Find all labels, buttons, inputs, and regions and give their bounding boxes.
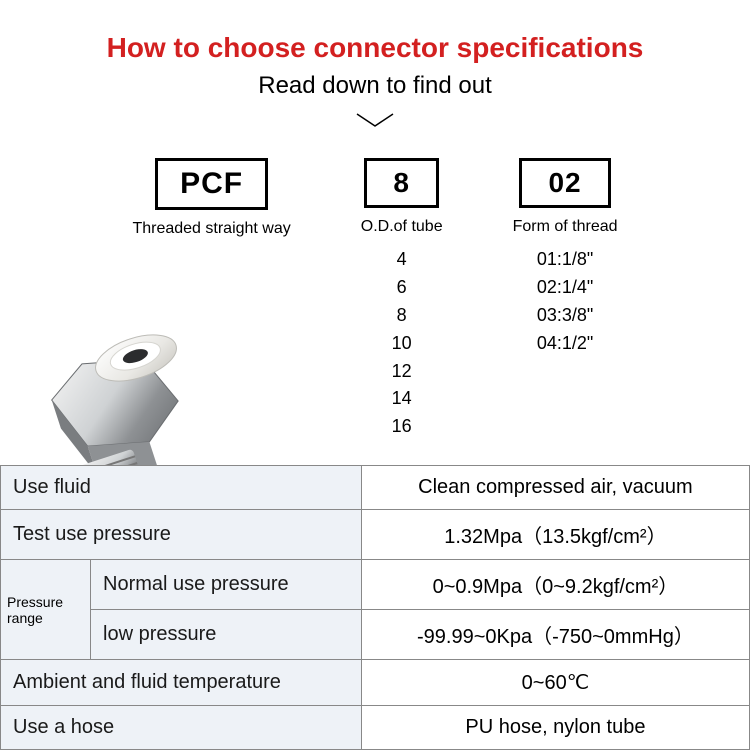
- table-value: -99.99~0Kpa（-750~0mmHg）: [361, 610, 749, 660]
- od-value: 16: [392, 413, 412, 441]
- table-row: Test use pressure 1.32Mpa（13.5kgf/cm²）: [1, 510, 750, 560]
- table-value: 0~0.9Mpa（0~9.2kgf/cm²）: [361, 560, 749, 610]
- spec-col-type: PCF Threaded straight way: [132, 158, 290, 238]
- spec-box-type: PCF: [155, 158, 268, 210]
- table-value: PU hose, nylon tube: [361, 706, 749, 750]
- table-label: Normal use pressure: [91, 560, 362, 610]
- spec-label-thread: Form of thread: [513, 218, 618, 236]
- table-value: 1.32Mpa（13.5kgf/cm²）: [361, 510, 749, 560]
- od-value: 14: [392, 385, 412, 413]
- spec-box-od: 8: [364, 158, 439, 208]
- table-row: Pressure range Normal use pressure 0~0.9…: [1, 560, 750, 610]
- table-value: 0~60℃: [361, 660, 749, 706]
- table-label: Use a hose: [1, 706, 362, 750]
- od-value: 8: [392, 302, 412, 330]
- od-value: 10: [392, 330, 412, 358]
- table-row: Use fluid Clean compressed air, vacuum: [1, 466, 750, 510]
- spec-col-od: 8 O.D.of tube 46810121416: [361, 158, 443, 441]
- table-label: low pressure: [91, 610, 362, 660]
- header: How to choose connector specifications R…: [0, 0, 750, 130]
- table-value: Clean compressed air, vacuum: [361, 466, 749, 510]
- thread-value: 01:1/8": [537, 246, 593, 274]
- table-row: Ambient and fluid temperature 0~60℃: [1, 660, 750, 706]
- od-value: 4: [392, 246, 412, 274]
- table-row: Use a hose PU hose, nylon tube: [1, 706, 750, 750]
- page-title: How to choose connector specifications: [0, 32, 750, 64]
- table-label: Ambient and fluid temperature: [1, 660, 362, 706]
- spec-col-thread: 02 Form of thread 01:1/8"02:1/4"03:3/8"0…: [513, 158, 618, 358]
- od-value: 6: [392, 274, 412, 302]
- spec-label-type: Threaded straight way: [132, 220, 290, 238]
- table-label: Test use pressure: [1, 510, 362, 560]
- table-row: low pressure -99.99~0Kpa（-750~0mmHg）: [1, 610, 750, 660]
- spec-label-od: O.D.of tube: [361, 218, 443, 236]
- thread-value: 03:3/8": [537, 302, 593, 330]
- chevron-down-icon: [355, 110, 395, 130]
- table-label: Use fluid: [1, 466, 362, 510]
- spec-values-od: 46810121416: [392, 246, 412, 441]
- thread-value: 04:1/2": [537, 330, 593, 358]
- spec-values-thread: 01:1/8"02:1/4"03:3/8"04:1/2": [537, 246, 593, 358]
- thread-value: 02:1/4": [537, 274, 593, 302]
- od-value: 12: [392, 358, 412, 386]
- pressure-range-label: Pressure range: [1, 560, 91, 660]
- page-subtitle: Read down to find out: [0, 72, 750, 100]
- spec-box-thread: 02: [519, 158, 610, 208]
- spec-table: Use fluid Clean compressed air, vacuum T…: [0, 465, 750, 750]
